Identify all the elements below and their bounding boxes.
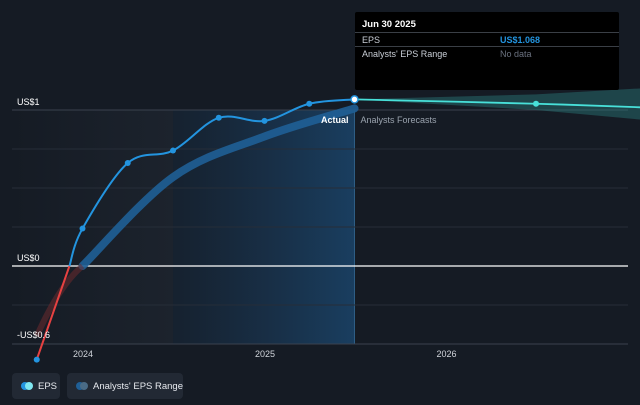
eps-point-4	[170, 147, 177, 154]
eps-point-2	[79, 225, 86, 232]
tooltip-eps-value: US$1.068	[500, 35, 541, 45]
tooltip-eps-row: EPS US$1.068	[355, 32, 619, 47]
eps-line-negative	[35, 265, 71, 360]
forecast-range-band	[354, 88, 640, 120]
legend-eps-dot-icon-front	[25, 382, 33, 390]
x-tick-2026: 2026	[436, 349, 456, 359]
forecast-point-1	[533, 100, 540, 107]
tooltip-range-value: No data	[500, 49, 532, 59]
x-tick-2025: 2025	[255, 349, 275, 359]
y-label-zero: US$0	[17, 253, 40, 263]
tooltip-box: Jun 30 2025 EPS US$1.068 Analysts' EPS R…	[355, 12, 619, 90]
eps-point-5	[215, 114, 222, 121]
legend-eps-button[interactable]: EPS	[12, 373, 60, 399]
tooltip-date: Jun 30 2025	[362, 19, 416, 30]
actual-label: Actual	[321, 115, 349, 125]
tooltip-eps-label: EPS	[362, 35, 381, 45]
eps-line	[68, 98, 355, 267]
tooltip-range-label: Analysts' EPS Range	[362, 49, 448, 59]
y-label-top: US$1	[17, 97, 40, 107]
legend-eps-label: EPS	[38, 381, 58, 392]
eps-point-8	[350, 95, 359, 104]
eps-point-3	[124, 160, 131, 167]
legend-range-label: Analysts' EPS Range	[93, 381, 183, 392]
x-tick-2024: 2024	[73, 349, 93, 359]
eps-point-1	[33, 356, 40, 363]
analysts-eps-range-line	[78, 104, 359, 270]
eps-point-7	[306, 100, 313, 107]
forecast-label: Analysts Forecasts	[361, 115, 438, 125]
legend-range-dot-icon-front	[80, 382, 88, 390]
tooltip-range-row: Analysts' EPS Range No data	[355, 46, 619, 61]
eps-point-6	[261, 117, 268, 124]
y-label-bottom: -US$0.6	[17, 330, 50, 340]
legend-range-button[interactable]: Analysts' EPS Range	[67, 373, 183, 399]
